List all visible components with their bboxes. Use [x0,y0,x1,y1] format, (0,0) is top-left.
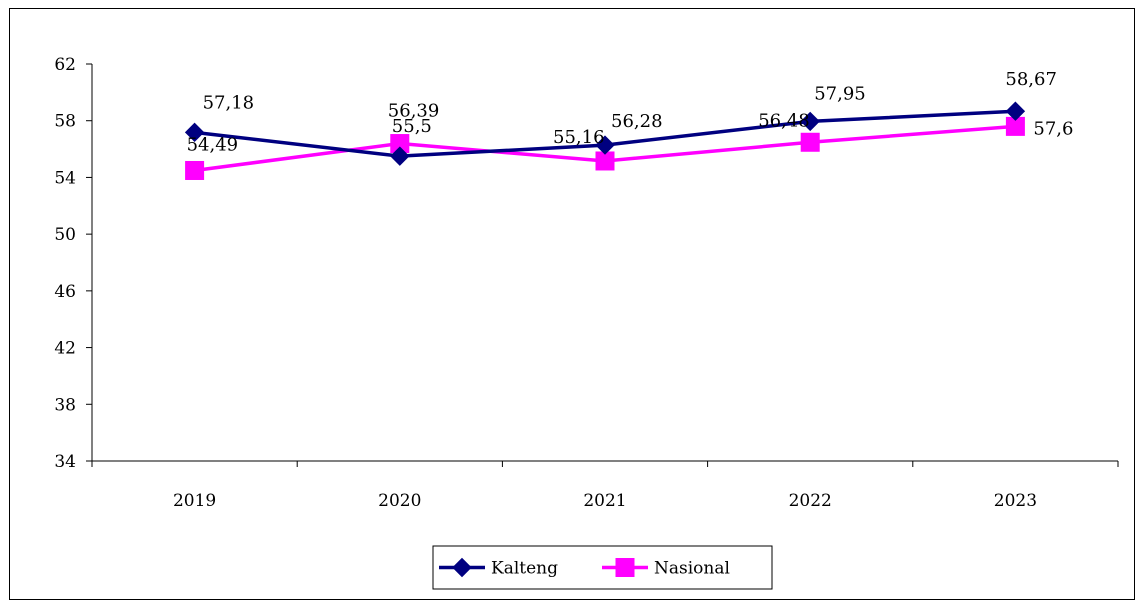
x-tick-label: 2022 [789,491,832,511]
chart-frame [9,8,1135,600]
data-point-kalteng [595,135,615,155]
y-tick-label: 46 [54,282,76,302]
legend-swatch-marker [615,558,635,577]
legend-label: Kalteng [491,559,558,579]
legend: Kalteng Nasional [432,545,773,590]
y-tick-label: 62 [54,55,76,75]
data-point-nasional [800,132,820,152]
data-label-nasional: 55,16 [553,127,605,148]
data-label-kalteng: 56,28 [611,111,663,132]
x-tick-label: 2023 [994,491,1037,511]
data-point-kalteng [1005,101,1026,121]
data-label-nasional: 54,49 [187,134,239,155]
y-tick-label: 50 [54,225,76,245]
y-tick-label: 58 [54,112,76,132]
legend-label: Nasional [654,559,730,579]
legend-swatch-marker [452,557,472,578]
y-tick-label: 42 [54,339,76,359]
x-tick-label: 2019 [173,491,216,511]
x-tick-label: 2020 [378,491,421,511]
data-label-kalteng: 55,5 [392,116,432,137]
data-label-nasional: 56,48 [758,110,810,131]
data-label-kalteng: 57,95 [814,83,866,104]
y-tick-label: 38 [54,395,76,415]
data-labels: 57,18 55,5 56,28 57,95 58,67 54,49 56,39 55,16 5… [187,69,1074,155]
series-layer [184,101,1026,180]
y-tick-label: 34 [54,452,76,472]
x-tick-label: 2021 [583,491,626,511]
data-point-kalteng [390,146,410,166]
data-label-nasional: 56,39 [388,101,440,122]
y-tick-label: 54 [54,168,76,188]
data-label-kalteng: 57,18 [203,92,255,113]
data-point-kalteng [800,111,820,132]
axes: 34 38 42 46 50 54 58 62 2019 2020 2021 2022 2023 [54,55,1119,511]
data-label-nasional: 57,6 [1033,118,1073,139]
data-point-nasional [185,160,205,180]
data-point-kalteng [184,122,205,143]
data-label-kalteng: 58,67 [1005,69,1057,90]
